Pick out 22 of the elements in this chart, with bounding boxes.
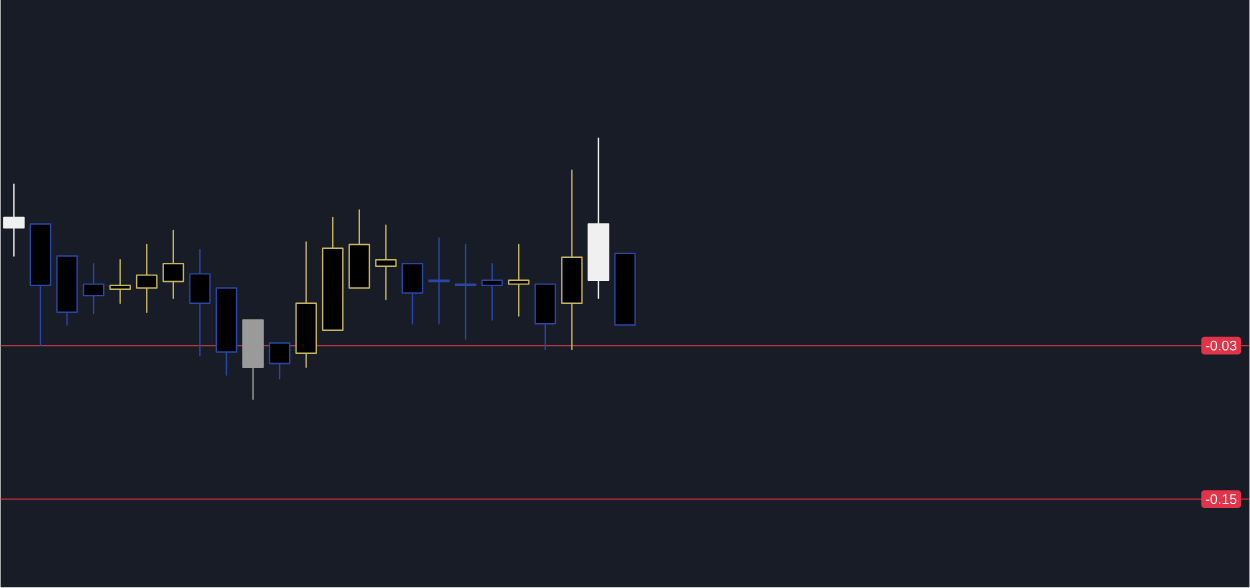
candlestick	[587, 137, 610, 300]
candlestick	[348, 209, 371, 289]
candlestick	[295, 241, 317, 369]
candlestick	[561, 169, 583, 351]
candlestick	[109, 259, 131, 305]
candlestick	[162, 229, 185, 300]
candlestick	[56, 255, 78, 327]
candlestick	[215, 287, 238, 376]
candlestick	[534, 283, 557, 351]
candlestick	[135, 244, 158, 314]
candlestick	[481, 263, 503, 321]
candlestick	[3, 183, 25, 257]
candlestick	[268, 342, 291, 380]
candlestick	[242, 319, 264, 401]
candlestick	[82, 263, 105, 315]
candlestick	[614, 252, 636, 327]
candlestick	[428, 237, 450, 325]
candlestick	[189, 249, 211, 357]
candlestick	[375, 224, 397, 301]
candlestick	[401, 263, 424, 325]
candlestick	[29, 223, 52, 347]
candlestick	[321, 217, 344, 332]
